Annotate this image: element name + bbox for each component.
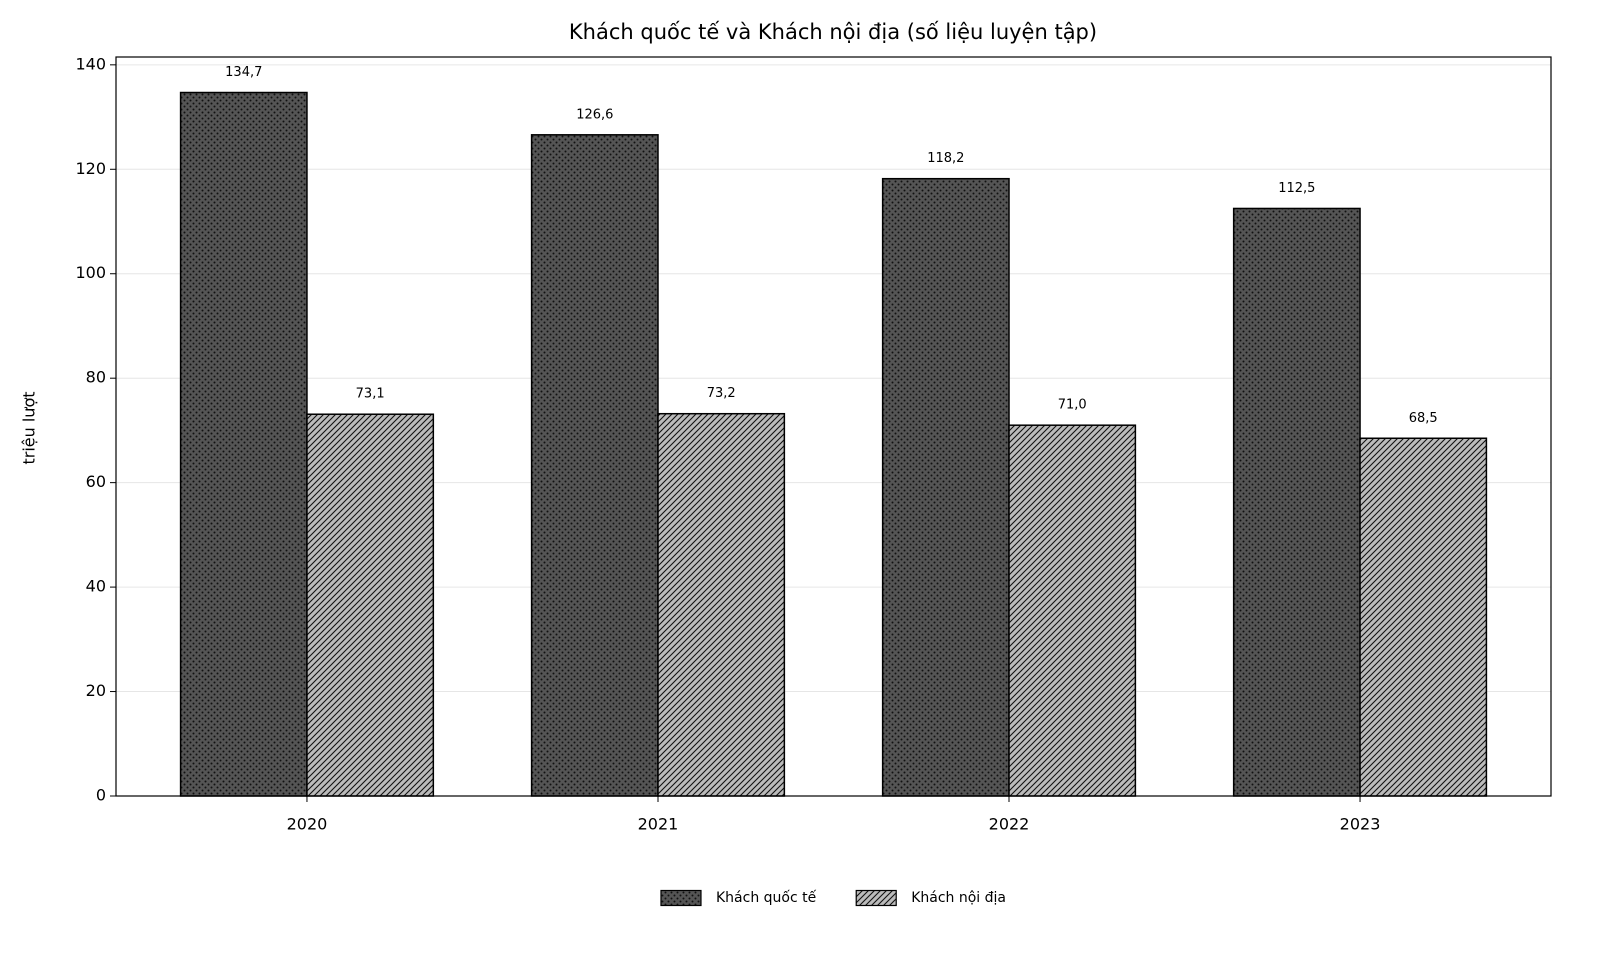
x-tick-label: 2022 [989,815,1030,834]
x-tick-label: 2020 [287,815,328,834]
bar [1359,437,1488,797]
x-tick-label: 2023 [1340,815,1381,834]
y-axis-label: triệu lượt [20,391,39,464]
y-tick-label: 60 [86,472,106,491]
value-label: 73,2 [707,386,736,401]
y-tick-label: 140 [75,54,106,73]
y-tick-label: 80 [86,368,106,387]
value-label: 68,5 [1409,411,1438,426]
bar [657,412,786,797]
legend-label: Khách quốc tế [716,889,817,906]
legend: Khách quốc tế Khách nội địa [660,889,1006,907]
y-tick-label: 0 [96,786,106,805]
value-label: 126,6 [576,107,613,122]
bar [1008,424,1137,797]
y-tick-label: 20 [86,681,106,700]
bar [179,91,308,797]
chart-title: Khách quốc tế và Khách nội địa (số liệu … [569,20,1097,44]
bar [306,413,435,797]
value-label: 71,0 [1058,398,1087,413]
legend-swatch [855,889,897,907]
legend-label: Khách nội địa [911,890,1006,906]
y-tick-label: 100 [75,263,106,282]
value-label: 134,7 [225,65,262,80]
value-label: 112,5 [1278,181,1315,196]
bar [530,134,659,797]
x-tick-label: 2021 [638,815,679,834]
y-tick-label: 40 [86,577,106,596]
bar [881,177,1010,797]
plot-frame [115,56,1552,797]
y-tick-label: 120 [75,159,106,178]
value-label: 118,2 [927,151,964,166]
legend-swatch [660,889,702,907]
bar [1232,207,1361,797]
value-label: 73,1 [356,387,385,402]
